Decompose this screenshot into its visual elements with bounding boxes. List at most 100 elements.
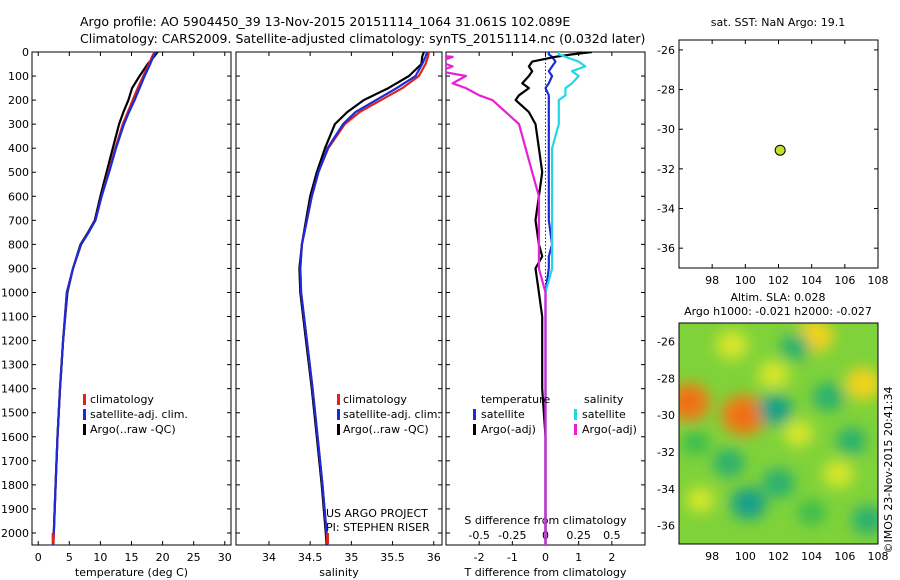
y-tick-label: -28: [657, 84, 675, 97]
sla-blobs: [679, 323, 878, 535]
y-tick-label: 2000: [1, 527, 29, 540]
sla-panel-title-2: Argo h1000: -0.021 h2000: -0.027: [684, 305, 872, 318]
y-tick-label: 700: [8, 214, 29, 227]
legend-label: Argo(..raw -QC): [90, 423, 176, 436]
legend-label: climatology: [90, 393, 154, 406]
temperature-panel: 0 5 10 15 20 25 300100200300400500600700800900…: [1, 46, 232, 579]
sla-blob: [797, 499, 826, 526]
s-tick-label: 0.25: [566, 529, 591, 542]
x-tick-label: 35.5: [380, 551, 405, 564]
sla-blob: [715, 330, 749, 360]
x-tick-label: 10: [93, 551, 107, 564]
y-tick-label: 1500: [1, 407, 29, 420]
sla-blob: [686, 487, 715, 513]
x-tick-label: 34.5: [298, 551, 323, 564]
legend-label: Argo(-adj): [481, 423, 536, 436]
series-line: [52, 52, 159, 545]
y-tick-label: -26: [657, 44, 675, 57]
legend-label: satellite: [481, 408, 525, 421]
x-tick-label: 102: [768, 550, 789, 563]
sla-blob: [845, 367, 878, 400]
legend-swatch: [83, 409, 86, 420]
y-tick-label: -30: [657, 409, 675, 422]
x-tick-label: 0: [542, 551, 549, 564]
x-tick-label: 106: [834, 274, 855, 287]
s-tick-label: 0.5: [603, 529, 621, 542]
sla-blob: [730, 487, 767, 520]
legend-swatch: [337, 394, 340, 405]
y-tick-label: -26: [657, 335, 675, 348]
legend-swatch: [473, 424, 476, 435]
x-tick-label: 100: [735, 274, 756, 287]
x-tick-label: 104: [801, 274, 822, 287]
series-line: [52, 52, 157, 545]
legend-swatch: [83, 424, 86, 435]
legend-heading: salinity: [584, 393, 624, 406]
y-tick-label: 1200: [1, 335, 29, 348]
x-axis-label: salinity: [319, 566, 359, 579]
sla-blob: [713, 448, 745, 478]
y-tick-label: 0: [22, 46, 29, 59]
y-tick-label: 600: [8, 190, 29, 203]
y-tick-label: 1900: [1, 503, 29, 516]
y-tick-label: -32: [657, 446, 675, 459]
sla-blob: [762, 468, 795, 498]
series-line: [446, 55, 547, 545]
x-tick-label: 1: [575, 551, 582, 564]
y-tick-label: -32: [657, 163, 675, 176]
y-tick-label: -36: [657, 242, 675, 255]
sla-panel-title-1: Altim. SLA: 0.028: [730, 291, 825, 304]
salinity-panel: 34 34.5 35 35.5 36 salinity climatology satelli…: [235, 51, 443, 579]
legend-label: satellite-adj. clim.: [90, 408, 188, 421]
y-tick-label: 1400: [1, 383, 29, 396]
series-line: [299, 52, 429, 545]
sla-field: [679, 323, 878, 544]
sla-blob: [851, 505, 878, 535]
x-tick-label: 34: [262, 551, 276, 564]
x-tick-label: 108: [868, 274, 889, 287]
y-tick-label: 1600: [1, 431, 29, 444]
legend-swatch: [574, 424, 577, 435]
x-tick-label: 98: [705, 550, 719, 563]
series-line: [544, 52, 587, 545]
y-tick-label: 200: [8, 94, 29, 107]
x-tick-label: 20: [156, 551, 170, 564]
y-tick-label: 1300: [1, 359, 29, 372]
x-tick-label: 35: [344, 551, 358, 564]
legend-label: satellite-adj. clim.: [343, 408, 441, 421]
sla-blob: [681, 429, 710, 456]
imos-timestamp: ©IMOS 23-Nov-2015 20:41:34: [882, 387, 895, 554]
sst-panel-title: sat. SST: NaN Argo: 19.1: [711, 16, 845, 29]
sla-blob: [836, 427, 867, 455]
y-tick-label: 1100: [1, 311, 29, 324]
y-tick-label: 500: [8, 166, 29, 179]
legend-swatch: [83, 394, 86, 405]
y-tick-label: 1800: [1, 479, 29, 492]
sla-blob: [758, 394, 793, 425]
legend-swatch: [473, 409, 476, 420]
x-tick-label: 106: [834, 550, 855, 563]
sla-blob: [783, 420, 814, 447]
y-tick-label: -28: [657, 372, 675, 385]
y-tick-label: -36: [657, 520, 675, 533]
x-tick-label: 98: [705, 274, 719, 287]
title-line-2: Climatology: CARS2009. Satellite-adjuste…: [80, 31, 645, 46]
y-tick-label: 1000: [1, 286, 29, 299]
series-line: [298, 52, 425, 545]
sla-blob: [757, 360, 790, 389]
argo-position-marker: [774, 144, 786, 156]
y-tick-label: 300: [8, 118, 29, 131]
sla-map-panel: 98 100 102 104 106 108 -26 -28 -30 -32 -34 -36: [657, 322, 889, 563]
legend-swatch: [337, 424, 340, 435]
sst-map-panel: 98 100 102 104 106 108 -26 -28 -30 -32 -34 -36: [657, 39, 889, 287]
series-line: [544, 52, 557, 545]
y-tick-label: 900: [8, 262, 29, 275]
sla-blob: [822, 459, 854, 489]
y-tick-label: -34: [657, 483, 675, 496]
series-line: [52, 52, 156, 545]
map-frame: [678, 322, 879, 545]
pi-label: PI: STEPHEN RISER: [326, 521, 430, 534]
y-tick-label: 400: [8, 142, 29, 155]
legend-label: Argo(..raw -QC): [343, 423, 429, 436]
legend-swatch: [337, 409, 340, 420]
